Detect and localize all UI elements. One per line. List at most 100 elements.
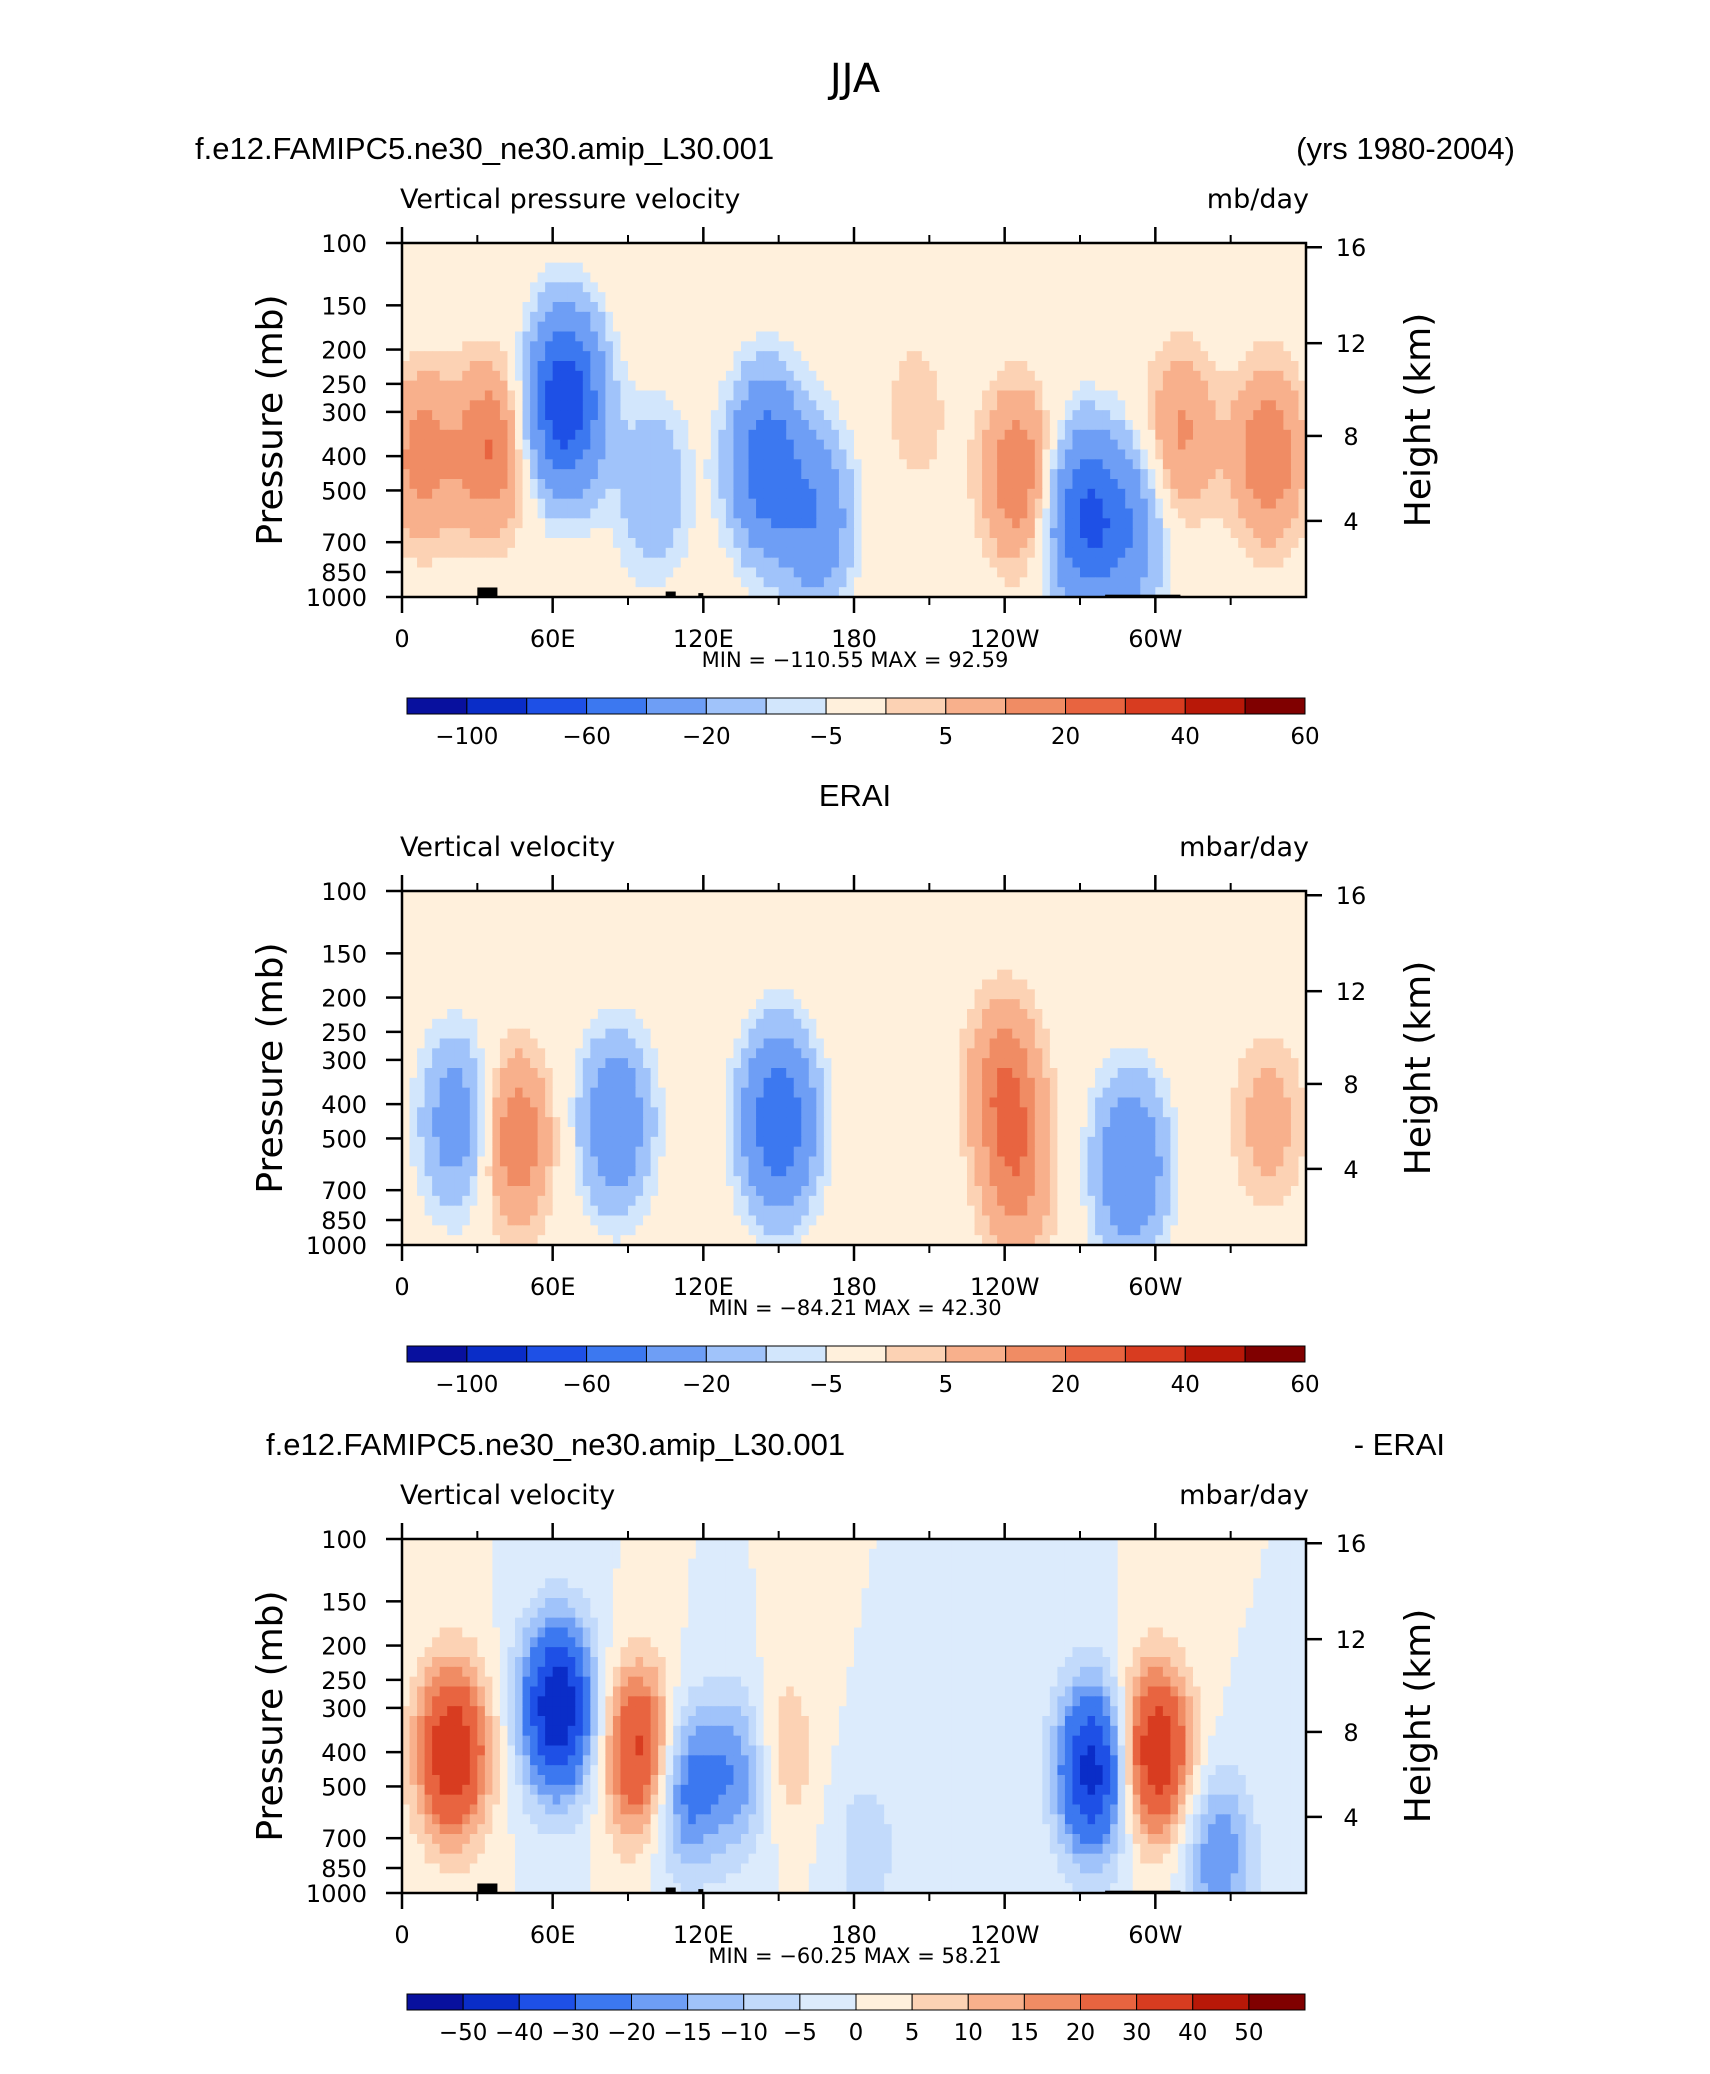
field-cell <box>725 380 735 392</box>
field-cell <box>741 479 750 490</box>
field-cell <box>899 930 908 941</box>
field-cell <box>484 469 493 480</box>
field-cell <box>424 282 433 293</box>
field-cell <box>703 459 712 470</box>
field-cell <box>1057 361 1066 372</box>
field-cell <box>710 557 719 569</box>
field-cell <box>1147 910 1156 922</box>
field-cell <box>1208 459 1217 470</box>
field-cell <box>906 587 915 598</box>
field-cell <box>567 410 576 421</box>
field-cell <box>1275 341 1284 352</box>
field-cell <box>1125 351 1134 362</box>
field-cell <box>545 331 554 342</box>
field-cell <box>695 469 704 480</box>
field-cell <box>477 930 486 941</box>
field-cell <box>552 900 561 912</box>
field-cell <box>1245 577 1254 588</box>
field-cell <box>1080 400 1089 411</box>
field-cell <box>929 282 938 293</box>
field-cell <box>959 380 968 392</box>
field-cell <box>680 341 689 352</box>
field-cell <box>1177 547 1187 559</box>
field-cell <box>974 498 983 510</box>
field-cell <box>989 420 998 431</box>
field-cell <box>462 331 471 342</box>
field-cell <box>1027 243 1036 254</box>
field-cell <box>507 528 516 539</box>
field-cell <box>424 321 433 333</box>
field-cell <box>1102 361 1111 372</box>
field-cell <box>447 341 456 352</box>
field-cell <box>944 341 953 352</box>
field-cell <box>921 538 930 549</box>
field-cell <box>974 302 983 313</box>
field-cell <box>1140 321 1149 333</box>
field-cell <box>1200 282 1209 293</box>
field-cell <box>650 498 659 510</box>
field-cell <box>786 272 795 283</box>
field-cell <box>635 508 644 519</box>
field-cell <box>575 252 584 264</box>
field-cell <box>718 420 727 431</box>
field-cell <box>1260 429 1269 441</box>
field-cell <box>680 410 689 421</box>
field-cell <box>891 910 900 922</box>
field-cell <box>643 508 652 519</box>
field-cell <box>854 508 863 519</box>
field-cell <box>771 272 780 283</box>
field-cell <box>1117 331 1126 342</box>
field-cell <box>1004 547 1013 559</box>
field-cell <box>507 920 516 931</box>
field-cell <box>899 577 908 588</box>
field-cell <box>1193 420 1202 431</box>
field-cell <box>786 410 795 421</box>
field-cell <box>989 488 998 500</box>
field-cell <box>959 439 968 451</box>
field-cell <box>582 282 591 293</box>
field-cell <box>628 479 637 490</box>
field-cell <box>612 420 622 431</box>
field-cell <box>816 547 825 559</box>
field-cell <box>537 390 546 401</box>
field-cell <box>567 302 576 313</box>
field-cell <box>1170 577 1179 588</box>
field-cell <box>974 390 983 401</box>
field-cell <box>1057 479 1066 490</box>
field-cell <box>1170 469 1179 480</box>
field-cell <box>1102 518 1111 529</box>
field-cell <box>515 390 524 401</box>
field-cell <box>748 557 757 569</box>
field-cell <box>944 351 953 362</box>
field-cell <box>1177 380 1187 392</box>
field-cell <box>560 920 569 931</box>
field-cell <box>1072 900 1081 912</box>
field-cell <box>763 930 772 941</box>
field-cell <box>432 420 441 431</box>
case-title-right: (yrs 1980-2004) <box>1296 131 1515 166</box>
field-cell <box>944 420 953 431</box>
field-cell <box>1208 292 1217 303</box>
field-cell <box>1034 262 1043 274</box>
field-cell <box>515 547 524 559</box>
field-cell <box>628 538 637 549</box>
field-cell <box>861 292 870 303</box>
field-cell <box>575 900 584 912</box>
field-cell <box>1268 459 1277 470</box>
field-cell <box>786 459 795 470</box>
field-cell <box>1208 479 1217 490</box>
field-cell <box>771 243 780 254</box>
field-cell <box>1155 587 1164 598</box>
field-cell <box>1027 567 1036 578</box>
field-cell <box>1147 439 1156 451</box>
field-cell <box>1132 891 1141 902</box>
field-cell <box>1193 262 1202 274</box>
field-cell <box>1215 479 1224 490</box>
field-cell <box>1125 292 1134 303</box>
field-cell <box>816 488 825 500</box>
field-cell <box>778 547 787 559</box>
field-cell <box>854 498 863 510</box>
field-cell <box>545 262 554 274</box>
field-cell <box>1283 498 1292 510</box>
field-cell <box>1260 370 1269 382</box>
